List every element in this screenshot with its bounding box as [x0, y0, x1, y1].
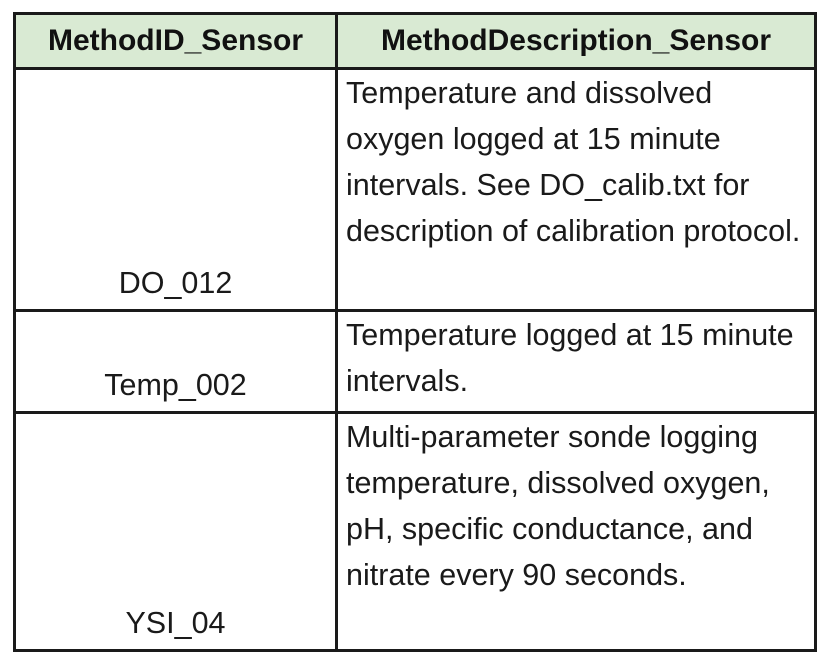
table-header: MethodID_Sensor MethodDescription_Sensor: [13, 12, 817, 70]
table-row: Temp_002 Temperature logged at 15 minute…: [13, 309, 817, 414]
header-row: MethodID_Sensor MethodDescription_Sensor: [13, 12, 817, 70]
method-description-cell: Temperature logged at 15 minute interval…: [335, 309, 817, 414]
sensor-methods-table: MethodID_Sensor MethodDescription_Sensor…: [13, 12, 817, 652]
method-id-cell: YSI_04: [13, 411, 338, 652]
method-id-cell: Temp_002: [13, 309, 338, 414]
table-row: YSI_04 Multi-parameter sonde logging tem…: [13, 411, 817, 652]
table-row: DO_012 Temperature and dissolved oxygen …: [13, 67, 817, 312]
header-method-description: MethodDescription_Sensor: [335, 12, 817, 70]
table-body: DO_012 Temperature and dissolved oxygen …: [13, 67, 817, 652]
method-description-cell: Temperature and dissolved oxygen logged …: [335, 67, 817, 312]
method-description-cell: Multi-parameter sonde logging temperatur…: [335, 411, 817, 652]
header-method-id: MethodID_Sensor: [13, 12, 338, 70]
method-id-cell: DO_012: [13, 67, 338, 312]
